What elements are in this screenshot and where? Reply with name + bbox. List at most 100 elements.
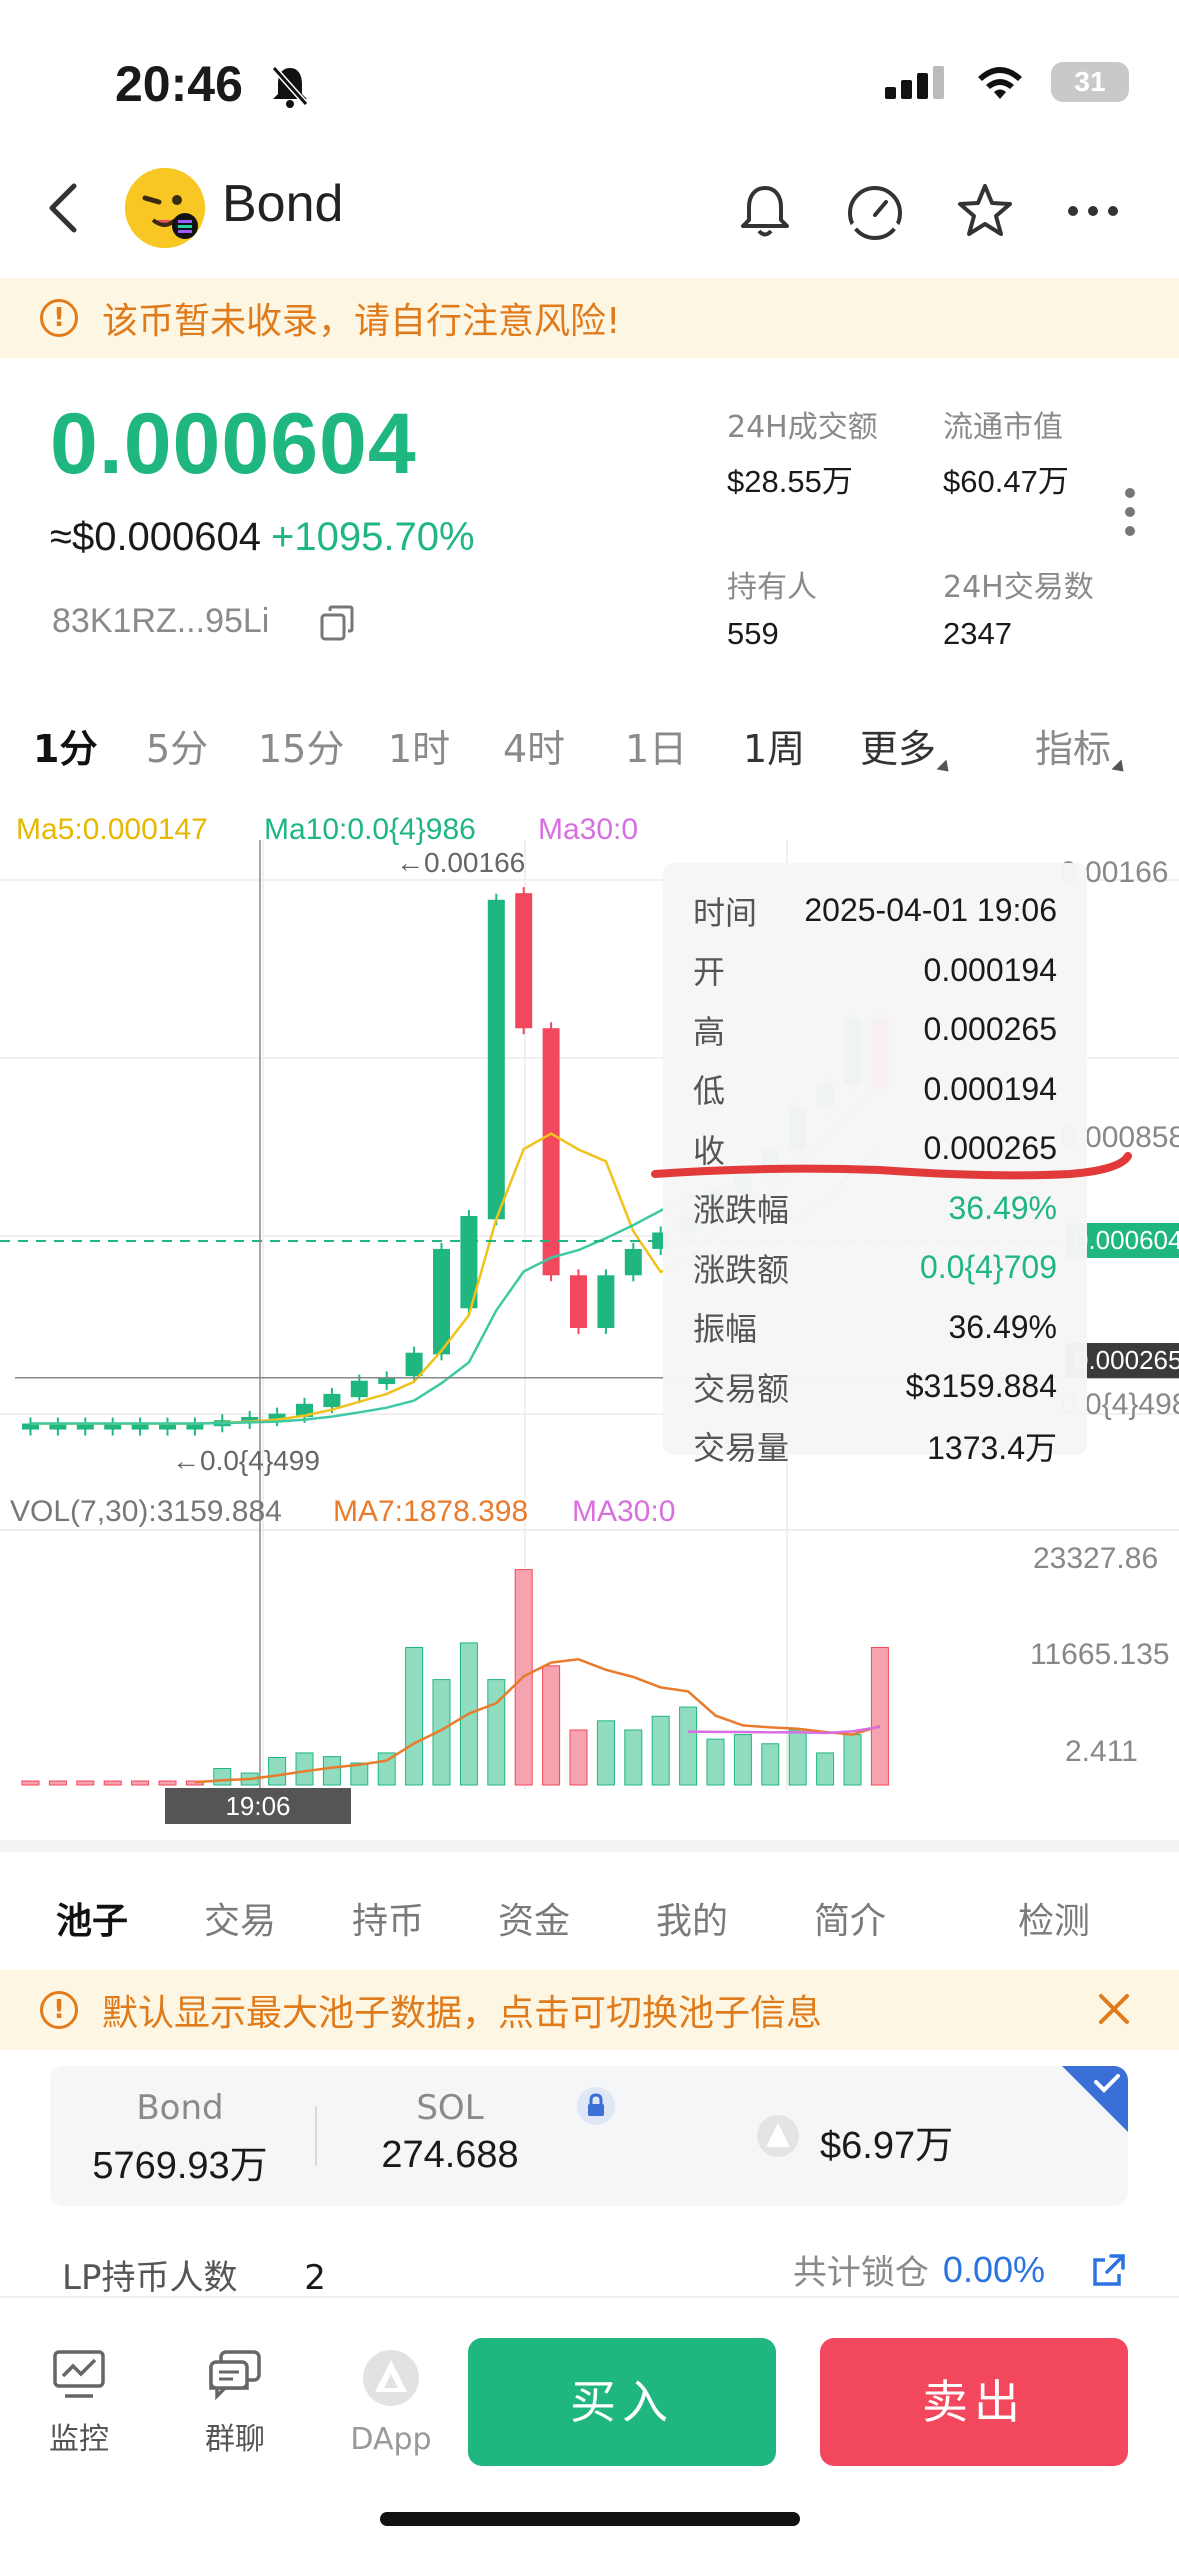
- lock-label: 共计锁仓: [792, 2253, 929, 2293]
- nav-group-chat[interactable]: 群聊: [180, 2348, 290, 2458]
- volume-bar: [103, 1780, 122, 1786]
- buy-button[interactable]: 买入: [468, 2338, 776, 2466]
- candle-tooltip: 时间 2025-04-01 19:06 开 0.000194 高 0.000265 低…: [663, 863, 1087, 1467]
- candle: [624, 1248, 642, 1276]
- status-time: 20:46: [115, 56, 243, 112]
- volume-bar: [405, 1647, 424, 1786]
- nav-dapp-label: DApp: [350, 2422, 432, 2457]
- detail-tabs: 池子 交易 持币 资金 我的 简介 检测: [0, 1840, 1179, 1977]
- tab-funds[interactable]: 资金: [498, 1901, 571, 1942]
- risk-warning-banner: ! 该币暂未收录，请自行注意风险!: [0, 278, 1179, 358]
- wifi-icon: [978, 67, 1022, 99]
- low-marker: ←0.0{4}499: [172, 1445, 320, 1476]
- candle: [159, 1423, 176, 1430]
- ma5-legend: Ma5:0.000147: [16, 813, 208, 846]
- token-name: Bond: [222, 175, 344, 233]
- volume-bar: [651, 1715, 670, 1786]
- candle: [405, 1352, 423, 1377]
- candle: [76, 1423, 94, 1430]
- hand-drawn-underline: [651, 1152, 1132, 1180]
- volume-bar: [706, 1738, 725, 1786]
- tab-indicators[interactable]: 指标: [1035, 718, 1129, 777]
- tooltip-row-change-pct: 涨跌幅 36.49%: [693, 1189, 1057, 1230]
- nav-dapp[interactable]: DApp: [336, 2348, 446, 2457]
- stat-market-cap: 流通市值 $60.47万: [943, 410, 1069, 499]
- tab-holdings[interactable]: 持币: [352, 1901, 425, 1942]
- tab-1h[interactable]: 1时: [388, 727, 451, 771]
- tab-15min[interactable]: 15分: [258, 727, 345, 771]
- price-change: +1095.70%: [271, 515, 475, 559]
- pool-info-banner[interactable]: ! 默认显示最大池子数据，点击可切换池子信息: [0, 1970, 1179, 2050]
- tab-intro[interactable]: 简介: [814, 1901, 887, 1942]
- candle: [433, 1248, 450, 1355]
- tab-more-label: 更多: [860, 727, 937, 771]
- external-link-icon[interactable]: [1089, 2250, 1129, 2290]
- vol-axis-low: 2.411: [1065, 1735, 1138, 1768]
- candle: [241, 1416, 259, 1423]
- vol-ma30-line: [688, 1725, 881, 1735]
- close-icon[interactable]: [1097, 1992, 1131, 2026]
- back-arrow-icon[interactable]: [40, 178, 90, 238]
- volume-bar: [542, 1665, 561, 1786]
- usd-price-line: ≈$0.000604 +1095.70%: [50, 515, 475, 560]
- volume-bar: [761, 1743, 780, 1786]
- tab-1min[interactable]: 1分: [33, 727, 98, 771]
- cellular-signal-icon: [885, 65, 949, 99]
- candle: [186, 1423, 204, 1430]
- tab-mine[interactable]: 我的: [656, 1901, 729, 1942]
- warning-icon: !: [40, 1991, 78, 2029]
- ma10-legend: Ma10:0.0{4}986: [264, 813, 476, 846]
- caret-icon: [936, 759, 954, 777]
- tab-audit[interactable]: 检测: [1018, 1901, 1091, 1942]
- tab-4h[interactable]: 4时: [503, 727, 566, 771]
- lp-holder-row: LP持币人数 2: [62, 2250, 326, 2299]
- token-logo: [125, 168, 205, 248]
- tab-pool[interactable]: 池子: [56, 1901, 129, 1942]
- tooltip-row-turnover: 交易额 $3159.884: [693, 1368, 1057, 1408]
- candle: [460, 1216, 478, 1309]
- volume-bar: [158, 1780, 177, 1786]
- tooltip-row-amplitude: 振幅 36.49%: [693, 1308, 1057, 1349]
- lock-row: 共计锁仓 0.00%: [793, 2245, 1129, 2294]
- candle: [597, 1275, 615, 1328]
- tab-more[interactable]: 更多: [860, 718, 954, 777]
- current-price: 0.000604: [50, 396, 417, 492]
- volume-bar: [295, 1752, 314, 1786]
- candle: [350, 1380, 368, 1398]
- tooltip-row-low: 低 0.000194: [693, 1070, 1057, 1111]
- vertical-more-icon[interactable]: [1120, 484, 1140, 544]
- star-icon[interactable]: [952, 178, 1018, 244]
- bell-icon[interactable]: [732, 178, 798, 244]
- tab-5min[interactable]: 5分: [146, 727, 209, 771]
- vol-ma30-legend: MA30:0: [572, 1495, 676, 1528]
- price-chart-svg: [0, 840, 1179, 1790]
- volume-bar: [185, 1780, 204, 1786]
- ma30-legend: Ma30:0: [538, 813, 639, 846]
- volume-bar: [213, 1768, 232, 1786]
- stat-24h-volume: 24H成交额 $28.55万: [727, 410, 878, 499]
- tooltip-row-open: 开 0.000194: [693, 951, 1057, 992]
- copy-icon[interactable]: [318, 605, 356, 643]
- more-icon[interactable]: [1060, 178, 1126, 244]
- caret-icon: [1111, 759, 1129, 777]
- usd-price: ≈$0.000604: [50, 515, 262, 559]
- sell-button[interactable]: 卖出: [820, 2338, 1128, 2466]
- bottom-action-bar: 监控 群聊 DApp 买入 卖出: [0, 2296, 1179, 2556]
- volume-bar: [870, 1647, 889, 1786]
- crosshair-time-tag: 19:06: [165, 1788, 351, 1824]
- pool-card[interactable]: Bond 5769.93万 SOL 274.688 $6.97万: [50, 2066, 1128, 2206]
- tab-indicators-label: 指标: [1035, 727, 1112, 771]
- tab-trades[interactable]: 交易: [204, 1901, 277, 1942]
- volume-bar: [816, 1752, 835, 1786]
- volume-bar: [350, 1762, 369, 1786]
- tab-1w[interactable]: 1周: [743, 727, 806, 771]
- candle: [22, 1423, 39, 1430]
- high-marker: ←0.00166: [396, 847, 526, 878]
- nav-monitor[interactable]: 监控: [24, 2348, 134, 2458]
- tab-1d[interactable]: 1日: [625, 727, 688, 771]
- candlestick-chart[interactable]: Ma5:0.000147 Ma10:0.0{4}986 Ma30:0 ←0.00…: [0, 800, 1179, 1830]
- chat-icon: [209, 2350, 261, 2400]
- candle: [570, 1275, 587, 1328]
- tooltip-row-volume: 交易量 1373.4万: [693, 1429, 1057, 1468]
- speedometer-icon[interactable]: [842, 178, 908, 244]
